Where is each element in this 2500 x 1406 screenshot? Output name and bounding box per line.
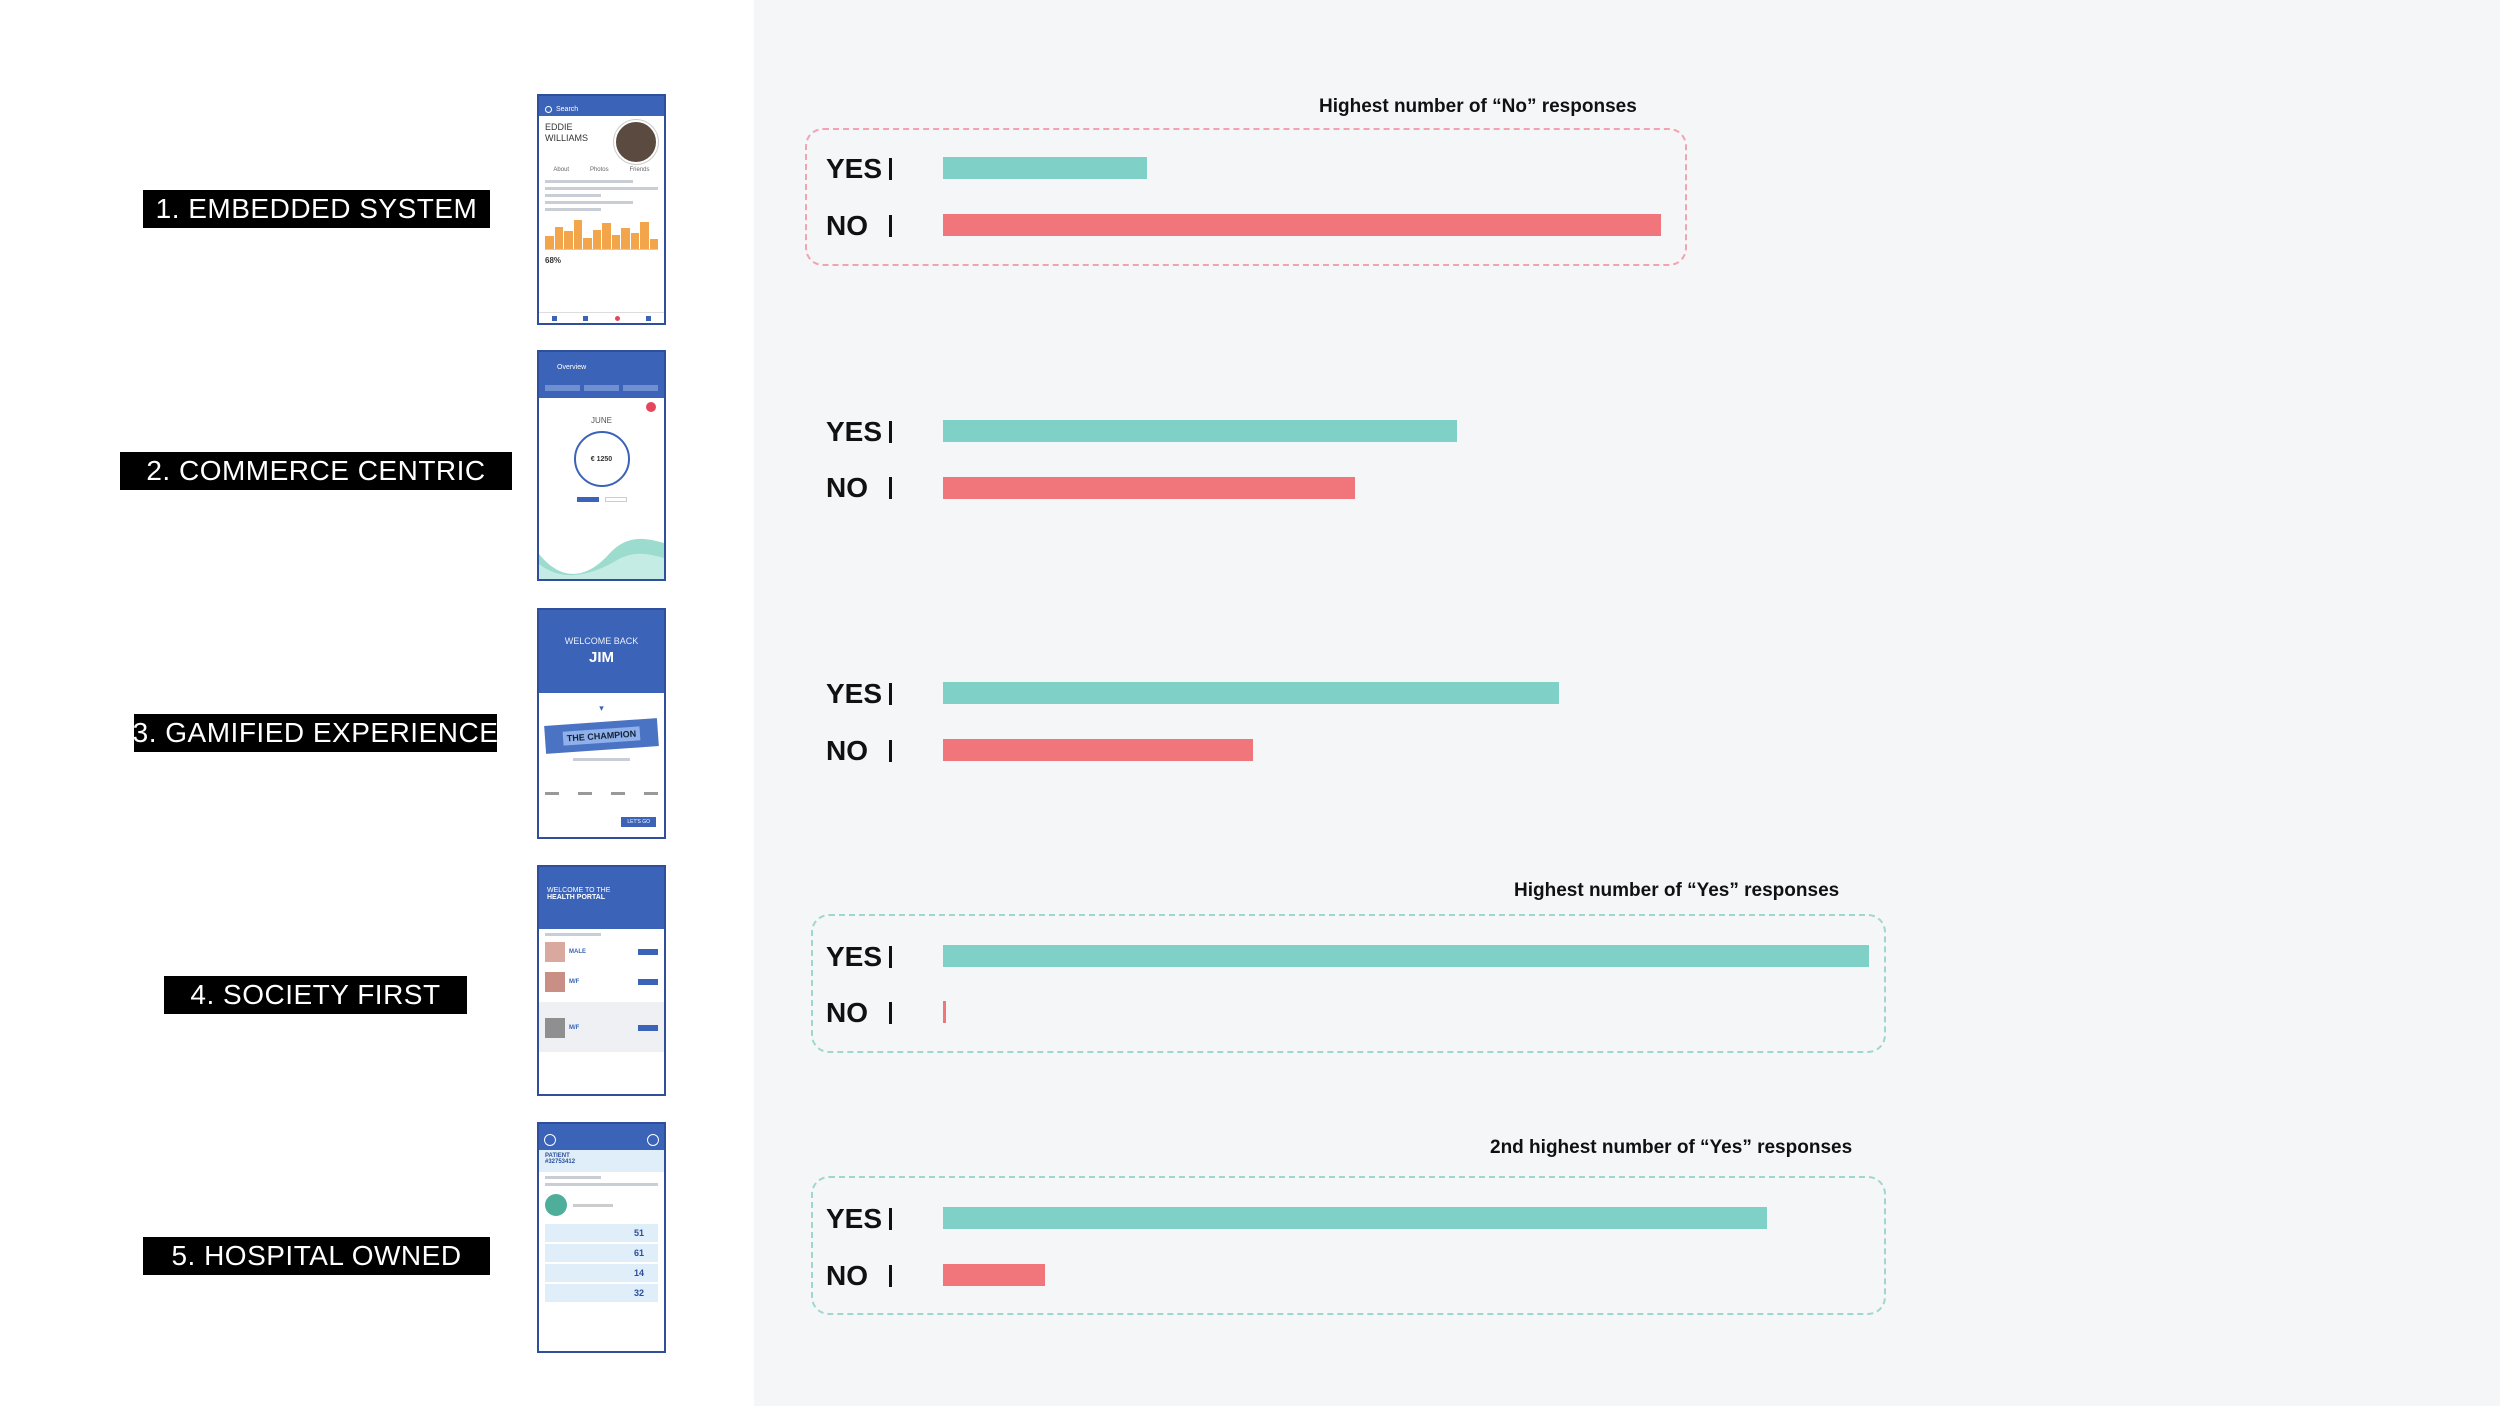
score-list: 51 61 14 32 xyxy=(539,1224,664,1302)
month-label: JUNE xyxy=(591,416,612,425)
thumbnail-embedded-system: Search EDDIE WILLIAMS About Photos Frien… xyxy=(537,94,666,325)
patient-tag: M/F xyxy=(569,1025,580,1031)
amount-value: € 1250 xyxy=(590,455,613,463)
avatar xyxy=(545,1018,565,1038)
bar-no-1 xyxy=(943,214,1661,236)
bar-yes-2 xyxy=(943,420,1457,442)
score-value: 61 xyxy=(633,1248,644,1258)
search-text: Search xyxy=(556,105,579,113)
patient-tag: M/F xyxy=(569,979,580,985)
row-label-hospital-owned: 5. HOSPITAL OWNED xyxy=(143,1237,490,1275)
yes-label: YES xyxy=(826,153,883,184)
callout-title-second-highest-yes: 2nd highest number of “Yes” responses xyxy=(1490,1137,1853,1158)
champion-banner: THE CHAMPION xyxy=(544,718,659,754)
row-label-embedded-system: 1. EMBEDDED SYSTEM xyxy=(143,190,490,228)
avatar xyxy=(545,942,565,962)
thumbnail-commerce-centric: Overview JUNE € 1250 xyxy=(537,350,666,581)
notification-badge xyxy=(646,402,656,412)
separator xyxy=(889,215,892,237)
search-icon xyxy=(545,105,552,113)
patient-card: MALE xyxy=(545,942,658,962)
globe-icon xyxy=(544,1134,556,1146)
user-name: JIM xyxy=(588,649,614,666)
avatar xyxy=(545,972,565,992)
stat-value: 68% xyxy=(545,256,562,265)
callout-box-highest-yes xyxy=(811,914,1886,1053)
profile-tab-about: About xyxy=(553,167,570,173)
separator xyxy=(889,477,892,499)
amount-ring: € 1250 xyxy=(573,431,630,487)
callout-title-highest-yes: Highest number of “Yes” responses xyxy=(1514,880,1840,901)
bar-yes-4 xyxy=(943,945,1869,967)
callout-title-highest-no: Highest number of “No” responses xyxy=(1319,96,1637,117)
portal-welcome-line1: WELCOME TO THE xyxy=(547,887,611,894)
profile-tab-friends: Friends xyxy=(629,167,650,173)
patient-tag: MALE xyxy=(569,949,586,955)
row-label-commerce-centric: 2. COMMERCE CENTRIC xyxy=(120,452,512,490)
separator xyxy=(889,1265,892,1287)
patient-card: M/F xyxy=(545,972,658,992)
score-value: 32 xyxy=(633,1288,644,1298)
thumbnail-hospital-owned: PATIENT #32753412 51 61 14 32 xyxy=(537,1122,666,1353)
bar-no-5 xyxy=(943,1264,1045,1286)
callout-box-highest-no xyxy=(805,128,1687,266)
score-value: 14 xyxy=(633,1268,644,1278)
no-label: NO xyxy=(826,1260,868,1291)
menu-icon xyxy=(647,1134,659,1146)
profile-tab-photos: Photos xyxy=(589,167,609,173)
trophy-icon: ▾ xyxy=(599,703,604,713)
bar-no-4 xyxy=(943,1001,946,1023)
no-label: NO xyxy=(826,735,868,766)
profile-name-last: WILLIAMS xyxy=(545,133,589,143)
no-label: NO xyxy=(826,210,868,241)
separator xyxy=(889,421,892,443)
separator xyxy=(889,1208,892,1230)
bottom-nav xyxy=(539,312,664,323)
yes-label: YES xyxy=(826,416,883,447)
separator xyxy=(889,1002,892,1024)
patient-label: PATIENT xyxy=(545,1153,570,1159)
callout-box-second-highest-yes xyxy=(811,1176,1886,1315)
separator xyxy=(889,158,892,180)
yes-label: YES xyxy=(826,1203,883,1234)
lets-go-button[interactable]: LET'S GO xyxy=(621,817,656,827)
yes-label: YES xyxy=(826,941,883,972)
thumbnail-society-first: WELCOME TO THE HEALTH PORTAL MALE M/F M/… xyxy=(537,865,666,1096)
bar-no-3 xyxy=(943,739,1254,761)
portal-welcome-line2: HEALTH PORTAL xyxy=(547,894,606,901)
profile-name-first: EDDIE xyxy=(545,122,573,132)
yes-label: YES xyxy=(826,678,883,709)
bar-yes-5 xyxy=(943,1207,1768,1229)
overview-title: Overview xyxy=(557,364,587,371)
avatar xyxy=(614,120,658,164)
bar-yes-3 xyxy=(943,682,1559,704)
patient-card: M/F xyxy=(545,1018,658,1038)
bar-no-2 xyxy=(943,477,1356,499)
patient-id: #32753412 xyxy=(545,1159,576,1165)
thumbnail-gamified-experience: WELCOME BACK JIM ▾ THE CHAMPION LET'S GO xyxy=(537,608,666,839)
welcome-text: WELCOME BACK xyxy=(564,636,639,646)
row-label-gamified-experience: 3. GAMIFIED EXPERIENCE xyxy=(133,714,498,752)
avatar xyxy=(545,1194,567,1216)
separator xyxy=(889,683,892,705)
bar-yes-1 xyxy=(943,157,1147,179)
champion-text: THE CHAMPION xyxy=(562,726,641,746)
separator xyxy=(889,740,892,762)
row-label-society-first: 4. SOCIETY FIRST xyxy=(164,976,467,1014)
no-label: NO xyxy=(826,472,868,503)
score-value: 51 xyxy=(633,1228,644,1238)
wave-graphic xyxy=(539,538,664,579)
no-label: NO xyxy=(826,997,868,1028)
separator xyxy=(889,946,892,968)
activity-chart xyxy=(545,217,658,250)
